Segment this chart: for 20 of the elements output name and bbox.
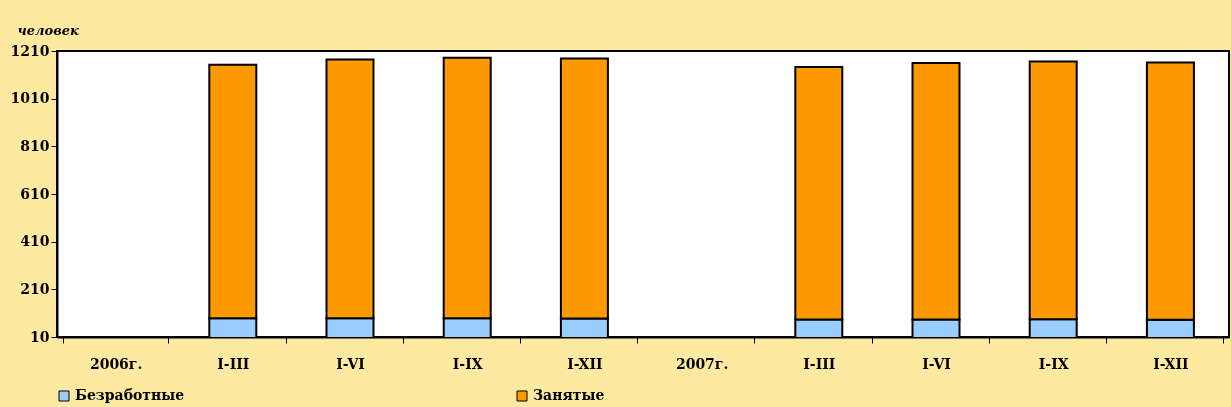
y-axis-title: человек	[17, 22, 80, 38]
x-tick-label: I-XII	[1153, 355, 1189, 372]
y-tick-label: 1210	[10, 42, 50, 59]
legend-label: Безработные	[75, 387, 185, 403]
x-tick-label: I-IX	[1038, 355, 1069, 372]
y-tick-label: 1010	[10, 90, 50, 107]
x-tick-label: I-VI	[922, 355, 951, 372]
y-tick-label: 810	[20, 137, 50, 154]
y-tick-label: 410	[20, 233, 50, 250]
x-tick-label: I-VI	[336, 355, 365, 372]
x-tick-label: I-III	[217, 355, 250, 372]
y-tick-label: 610	[20, 185, 50, 202]
x-tick-label: I-IX	[452, 355, 483, 372]
legend-label: Занятые	[533, 387, 605, 403]
x-tick-label: I-III	[803, 355, 836, 372]
x-tick-label: 2006г.	[89, 355, 143, 372]
x-tick-label: 2007г.	[675, 355, 729, 372]
y-tick-label: 10	[30, 328, 50, 345]
y-tick-label: 210	[20, 280, 50, 297]
x-tick-label: I-XII	[567, 355, 603, 372]
